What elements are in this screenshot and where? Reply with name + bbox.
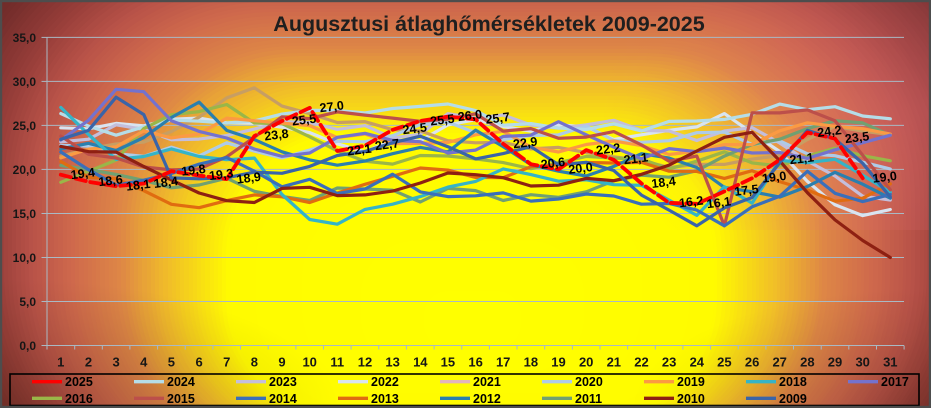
svg-text:10,0: 10,0 [13, 251, 37, 265]
svg-text:25,5: 25,5 [291, 112, 317, 129]
svg-text:18,1: 18,1 [125, 177, 151, 194]
svg-text:17: 17 [496, 355, 510, 370]
svg-text:23,5: 23,5 [844, 129, 870, 146]
svg-text:6: 6 [195, 355, 202, 370]
svg-text:29: 29 [828, 355, 842, 370]
svg-text:2012: 2012 [473, 392, 501, 406]
svg-text:23: 23 [662, 355, 676, 370]
svg-text:22,7: 22,7 [374, 136, 400, 153]
svg-text:13: 13 [385, 355, 399, 370]
svg-text:2016: 2016 [65, 392, 93, 406]
svg-text:22,9: 22,9 [512, 135, 538, 152]
svg-text:26,0: 26,0 [457, 107, 483, 124]
svg-text:19: 19 [551, 355, 565, 370]
svg-text:16: 16 [468, 355, 482, 370]
svg-text:2025: 2025 [65, 375, 93, 389]
svg-text:21,1: 21,1 [623, 150, 649, 167]
svg-text:19,3: 19,3 [208, 166, 234, 183]
svg-text:2019: 2019 [677, 375, 705, 389]
svg-text:20,0: 20,0 [13, 163, 37, 177]
svg-text:20: 20 [579, 355, 593, 370]
svg-text:35,0: 35,0 [13, 31, 37, 45]
svg-text:4: 4 [140, 355, 148, 370]
svg-text:27,0: 27,0 [319, 98, 345, 115]
svg-text:2: 2 [85, 355, 92, 370]
svg-text:3: 3 [112, 355, 119, 370]
svg-text:23,8: 23,8 [264, 127, 290, 144]
svg-text:24: 24 [690, 355, 705, 370]
svg-text:11: 11 [330, 355, 344, 370]
svg-text:18,4: 18,4 [153, 174, 179, 191]
svg-text:31: 31 [883, 355, 897, 370]
svg-text:2013: 2013 [371, 392, 399, 406]
svg-text:19,8: 19,8 [181, 162, 207, 179]
svg-text:28: 28 [800, 355, 814, 370]
svg-text:25,7: 25,7 [485, 110, 511, 127]
svg-text:2023: 2023 [269, 375, 297, 389]
svg-text:15: 15 [441, 355, 455, 370]
svg-text:21: 21 [607, 355, 621, 370]
svg-text:20,6: 20,6 [540, 155, 566, 172]
svg-text:2020: 2020 [575, 375, 603, 389]
svg-text:27: 27 [772, 355, 786, 370]
svg-text:25,5: 25,5 [429, 112, 455, 129]
svg-text:18,6: 18,6 [98, 172, 124, 189]
svg-text:5,0: 5,0 [19, 295, 36, 309]
svg-text:22,1: 22,1 [346, 142, 372, 159]
svg-text:1: 1 [57, 355, 64, 370]
svg-text:5: 5 [168, 355, 175, 370]
svg-text:18: 18 [524, 355, 538, 370]
svg-text:22: 22 [634, 355, 648, 370]
svg-text:12: 12 [358, 355, 372, 370]
svg-text:25,0: 25,0 [13, 119, 37, 133]
svg-text:22,2: 22,2 [595, 141, 621, 158]
svg-text:2009: 2009 [779, 392, 807, 406]
svg-text:21,1: 21,1 [789, 150, 815, 167]
svg-text:18,9: 18,9 [236, 170, 262, 187]
svg-text:26: 26 [745, 355, 759, 370]
svg-text:2015: 2015 [167, 392, 195, 406]
svg-text:2017: 2017 [881, 375, 909, 389]
svg-text:19,4: 19,4 [70, 165, 96, 182]
svg-text:17,5: 17,5 [734, 182, 760, 199]
svg-text:24,5: 24,5 [402, 120, 428, 137]
svg-text:2021: 2021 [473, 375, 501, 389]
svg-text:30: 30 [855, 355, 869, 370]
svg-text:Augusztusi átlaghőmérsékletek: Augusztusi átlaghőmérsékletek 2009-2025 [273, 12, 704, 36]
svg-text:15,0: 15,0 [13, 207, 37, 221]
svg-text:25: 25 [717, 355, 731, 370]
svg-text:8: 8 [251, 355, 258, 370]
svg-text:16,2: 16,2 [678, 194, 704, 211]
svg-text:16,1: 16,1 [706, 194, 732, 211]
svg-text:19,0: 19,0 [872, 169, 898, 186]
svg-text:7: 7 [223, 355, 230, 370]
svg-text:2022: 2022 [371, 375, 399, 389]
svg-text:24,2: 24,2 [817, 123, 843, 140]
svg-text:14: 14 [413, 355, 428, 370]
svg-text:9: 9 [278, 355, 285, 370]
svg-text:2011: 2011 [575, 392, 602, 406]
svg-text:19,0: 19,0 [761, 169, 787, 186]
svg-text:20,0: 20,0 [568, 160, 594, 177]
svg-text:0,0: 0,0 [19, 339, 36, 353]
svg-text:2010: 2010 [677, 392, 705, 406]
svg-text:18,4: 18,4 [651, 174, 677, 191]
svg-text:2014: 2014 [269, 392, 297, 406]
svg-text:2018: 2018 [779, 375, 807, 389]
svg-text:10: 10 [302, 355, 316, 370]
svg-text:30,0: 30,0 [13, 75, 37, 89]
svg-text:2024: 2024 [167, 375, 195, 389]
